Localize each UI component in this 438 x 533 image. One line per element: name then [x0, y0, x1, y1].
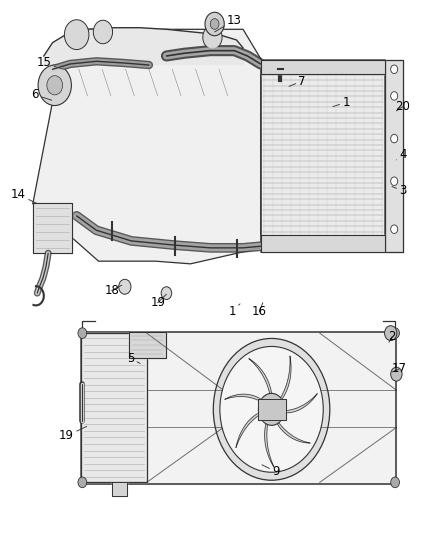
- Circle shape: [47, 76, 63, 95]
- Circle shape: [220, 346, 323, 472]
- Circle shape: [391, 92, 398, 100]
- Polygon shape: [249, 359, 272, 398]
- Polygon shape: [81, 333, 147, 482]
- Text: 2: 2: [388, 330, 396, 343]
- Circle shape: [391, 134, 398, 143]
- Polygon shape: [261, 60, 385, 74]
- Text: 6: 6: [31, 88, 52, 101]
- Polygon shape: [261, 235, 385, 252]
- Text: 15: 15: [36, 56, 64, 69]
- Circle shape: [258, 393, 285, 425]
- Text: 1: 1: [228, 304, 240, 318]
- Text: 3: 3: [392, 184, 406, 197]
- Circle shape: [391, 328, 399, 338]
- Polygon shape: [261, 60, 385, 252]
- Circle shape: [64, 20, 89, 50]
- Circle shape: [93, 20, 113, 44]
- Polygon shape: [33, 29, 261, 264]
- Polygon shape: [225, 394, 265, 403]
- Text: 20: 20: [396, 100, 410, 113]
- Text: 18: 18: [104, 284, 122, 297]
- Polygon shape: [129, 332, 166, 358]
- Text: 16: 16: [252, 303, 267, 318]
- Polygon shape: [265, 419, 274, 467]
- Text: 1: 1: [333, 96, 350, 109]
- Text: 19: 19: [59, 426, 87, 442]
- Circle shape: [391, 65, 398, 74]
- Text: 9: 9: [262, 465, 280, 478]
- Circle shape: [38, 65, 71, 106]
- Polygon shape: [385, 60, 403, 252]
- Polygon shape: [33, 203, 72, 253]
- Polygon shape: [279, 356, 291, 402]
- Circle shape: [119, 279, 131, 294]
- Circle shape: [161, 287, 172, 300]
- Circle shape: [391, 177, 398, 185]
- Circle shape: [203, 26, 222, 49]
- Circle shape: [78, 328, 87, 338]
- Polygon shape: [81, 332, 396, 484]
- Text: 13: 13: [215, 14, 242, 32]
- Polygon shape: [258, 399, 286, 420]
- Polygon shape: [281, 394, 317, 413]
- Polygon shape: [236, 411, 262, 448]
- Circle shape: [385, 326, 397, 341]
- Circle shape: [205, 12, 224, 36]
- Circle shape: [391, 225, 398, 233]
- Circle shape: [210, 19, 219, 29]
- Polygon shape: [385, 64, 396, 248]
- Polygon shape: [276, 419, 310, 443]
- Polygon shape: [112, 482, 127, 496]
- Text: 19: 19: [150, 294, 166, 309]
- Circle shape: [391, 367, 402, 381]
- Circle shape: [78, 477, 87, 488]
- Text: 14: 14: [11, 188, 37, 204]
- Text: 4: 4: [396, 148, 407, 161]
- Text: 7: 7: [289, 75, 306, 87]
- Circle shape: [213, 338, 330, 480]
- Text: 5: 5: [127, 352, 140, 365]
- Circle shape: [391, 477, 399, 488]
- Text: 17: 17: [392, 362, 407, 375]
- Circle shape: [266, 403, 277, 416]
